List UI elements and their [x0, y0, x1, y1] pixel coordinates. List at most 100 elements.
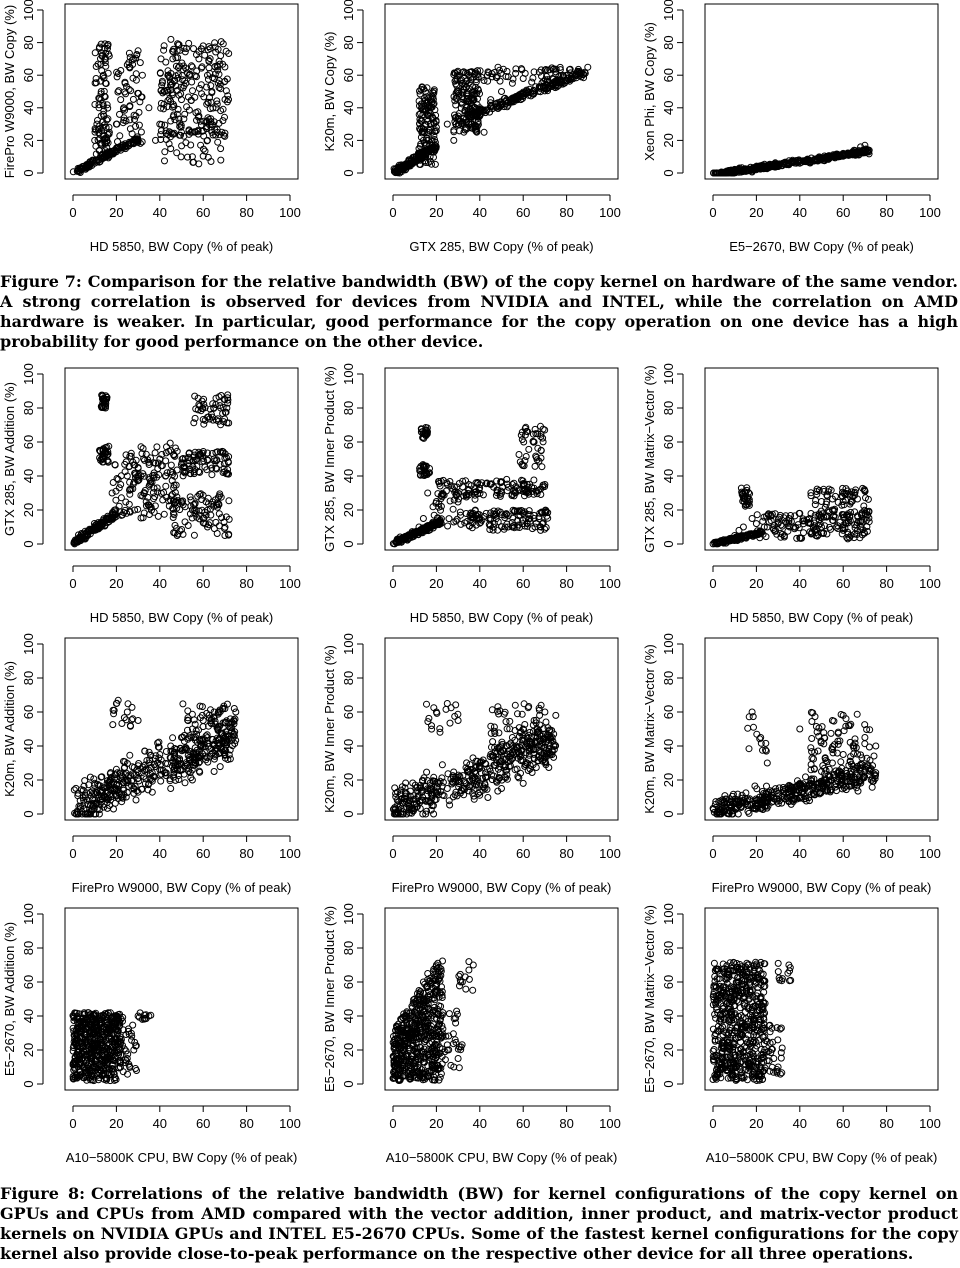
data-point: [161, 769, 169, 777]
data-point: [432, 498, 440, 505]
x-tick-label: 40: [473, 576, 487, 591]
data-point: [210, 404, 218, 412]
data-point: [541, 758, 549, 766]
data-point: [543, 738, 551, 746]
data-point: [435, 503, 443, 511]
data-point: [515, 774, 523, 782]
data-point: [232, 708, 240, 716]
data-point: [503, 725, 511, 733]
data-point: [497, 523, 505, 531]
data-point: [199, 717, 207, 724]
data-point: [519, 509, 527, 517]
data-point: [230, 720, 238, 728]
y-tick-label: 40: [661, 101, 676, 115]
x-tick-label: 60: [516, 205, 530, 220]
data-point: [171, 77, 179, 85]
data-point: [450, 768, 458, 776]
point-cloud: [389, 700, 560, 818]
data-point: [459, 483, 467, 491]
data-point: [211, 39, 219, 47]
data-point: [504, 512, 512, 520]
data-point: [515, 724, 523, 732]
data-point: [124, 700, 132, 708]
data-point: [573, 68, 581, 76]
data-point: [471, 495, 479, 503]
data-point: [536, 721, 544, 729]
data-point: [525, 740, 533, 748]
data-point: [430, 132, 438, 140]
data-point: [784, 527, 792, 535]
data-point: [112, 120, 120, 128]
data-point: [828, 506, 836, 514]
y-tick-label: 40: [341, 469, 356, 483]
data-point: [178, 142, 186, 150]
data-point: [808, 781, 816, 789]
data-point: [489, 738, 497, 746]
data-point: [826, 523, 833, 531]
data-point: [219, 449, 227, 457]
data-point: [191, 736, 199, 744]
data-point: [843, 534, 851, 541]
data-point: [169, 468, 176, 476]
data-point: [733, 533, 741, 541]
figure-7-text: Comparison for the relative bandwidth (B…: [0, 272, 958, 351]
data-point: [452, 101, 460, 109]
figure-7-caption: Figure 7: Comparison for the relative ban…: [0, 272, 958, 352]
data-point: [525, 445, 533, 453]
figure-7-label: Figure 7:: [0, 272, 82, 291]
data-point: [138, 71, 146, 79]
data-point: [193, 738, 201, 746]
data-point: [130, 140, 138, 148]
data-point: [217, 52, 225, 60]
y-tick-label: 80: [341, 671, 356, 685]
data-point: [154, 743, 162, 751]
data-point: [169, 497, 177, 505]
data-point: [188, 78, 196, 86]
data-point: [225, 735, 232, 743]
data-point: [479, 786, 487, 794]
data-point: [78, 166, 86, 174]
data-point: [528, 78, 536, 86]
data-point: [486, 767, 494, 775]
data-point: [487, 722, 495, 730]
data-point: [469, 789, 477, 797]
y-tick-label: 20: [661, 503, 676, 517]
data-point: [459, 115, 467, 123]
data-point: [190, 419, 198, 427]
data-point: [431, 136, 438, 143]
data-point: [828, 153, 836, 161]
data-point: [103, 443, 111, 451]
data-point: [217, 38, 225, 46]
data-point: [832, 523, 840, 531]
data-point: [762, 533, 770, 541]
data-point: [154, 512, 162, 520]
data-point: [182, 759, 190, 767]
data-point: [212, 416, 220, 424]
data-point: [162, 748, 170, 755]
data-point: [197, 64, 205, 72]
data-point: [102, 447, 109, 454]
data-point: [167, 747, 175, 755]
data-point: [145, 104, 153, 112]
data-point: [864, 495, 872, 503]
data-point: [487, 481, 495, 488]
data-point: [517, 751, 525, 759]
data-point: [861, 529, 869, 537]
data-point: [201, 508, 209, 516]
data-point: [454, 489, 462, 497]
data-point: [767, 517, 775, 525]
data-point: [137, 128, 145, 136]
data-point: [111, 461, 119, 469]
plot-frame: [384, 3, 619, 180]
data-point: [128, 763, 136, 771]
data-point: [735, 526, 743, 534]
y-tick-label: 0: [661, 169, 676, 176]
data-point: [541, 481, 549, 488]
data-point: [419, 810, 427, 818]
data-point: [226, 755, 234, 763]
data-point: [569, 75, 577, 83]
data-point: [219, 117, 227, 125]
data-point: [205, 722, 212, 730]
data-point: [495, 729, 503, 737]
data-point: [437, 477, 445, 485]
